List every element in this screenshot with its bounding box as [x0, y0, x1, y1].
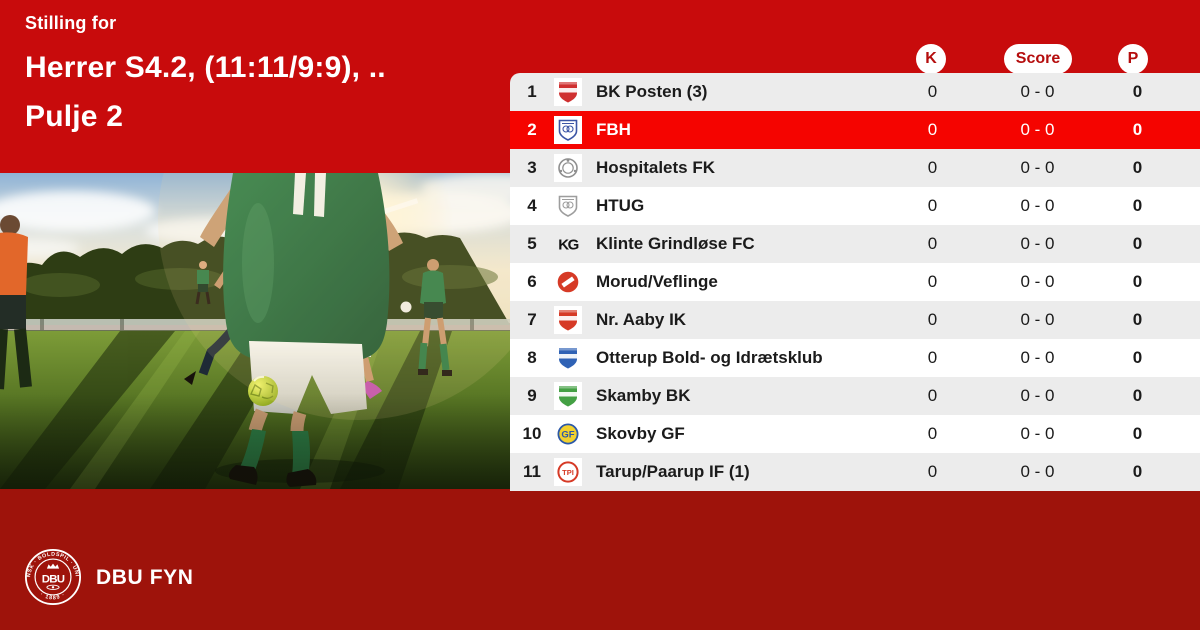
table-row: 6 Morud/Veflinge 0 0 - 0 0 [510, 263, 1200, 301]
team-name: HTUG [596, 196, 645, 215]
team-crest [554, 192, 582, 220]
seal-arc-bottom-text: · 1889 · [39, 592, 66, 602]
title-block: Stilling for Herrer S4.2, (11:11/9:9), .… [25, 13, 495, 141]
page-title: Herrer S4.2, (11:11/9:9), .. [25, 51, 386, 84]
team-crest: KG [554, 230, 582, 258]
points-value: 0 [1132, 158, 1143, 177]
score-value: 0 - 0 [1020, 234, 1055, 253]
score-value: 0 - 0 [1020, 386, 1055, 405]
position: 10 [522, 424, 542, 443]
table-row: 5 KG Klinte Grindløse FC 0 0 - 0 0 [510, 225, 1200, 263]
position: 2 [527, 120, 537, 139]
matches-value: 0 [927, 120, 938, 139]
score-value: 0 - 0 [1020, 272, 1055, 291]
matches-value: 0 [927, 310, 938, 329]
pretitle: Stilling for [25, 13, 117, 33]
position: 1 [527, 82, 537, 101]
position: 8 [527, 348, 537, 367]
points-value: 0 [1132, 272, 1143, 291]
matches-value: 0 [927, 234, 938, 253]
position: 11 [523, 462, 541, 481]
table-row: 1 BK Posten (3) 0 0 - 0 0 [510, 73, 1200, 111]
team-name: BK Posten (3) [596, 82, 708, 101]
points-value: 0 [1132, 82, 1143, 101]
points-value: 0 [1132, 120, 1143, 139]
table-row: 2 FBH 0 0 - 0 0 [510, 111, 1200, 149]
points-value: 0 [1132, 310, 1143, 329]
matches-value: 0 [927, 424, 938, 443]
score-value: 0 - 0 [1020, 462, 1055, 481]
team-crest: TPI [554, 458, 582, 486]
points-value: 0 [1132, 348, 1143, 367]
table-row: 3 Hospitalets FK 0 0 - 0 0 [510, 149, 1200, 187]
left-bib-player [0, 215, 32, 390]
team-crest [554, 344, 582, 372]
table-row: 11 TPI Tarup/Paarup IF (1) 0 0 - 0 0 [510, 453, 1200, 491]
matches-value: 0 [927, 196, 938, 215]
matches-value: 0 [927, 158, 938, 177]
right-player [418, 259, 452, 376]
svg-text:GF: GF [561, 430, 574, 441]
team-crest [554, 78, 582, 106]
brand-name: DBU FYN [96, 566, 194, 589]
team-name: Skovby GF [596, 424, 685, 443]
position: 3 [527, 158, 537, 177]
position: 6 [527, 272, 537, 291]
points-value: 0 [1132, 234, 1143, 253]
seal-center-text: DBU [42, 573, 65, 585]
distant-player [195, 261, 211, 305]
points-value: 0 [1132, 196, 1143, 215]
position: 7 [527, 310, 537, 329]
team-crest [554, 154, 582, 182]
table-row: 4 HTUG 0 0 - 0 0 [510, 187, 1200, 225]
team-crest [554, 116, 582, 144]
table-row: 10 GF Skovby GF 0 0 - 0 0 [510, 415, 1200, 453]
position: 5 [527, 234, 537, 253]
table-row: 9 Skamby BK 0 0 - 0 0 [510, 377, 1200, 415]
dbu-seal-logo: DANSK · BOLDSPIL · UNION · 1889 · DBU [24, 548, 82, 606]
position: 9 [527, 386, 537, 405]
svg-text:TPI: TPI [562, 468, 574, 477]
matches-value: 0 [927, 272, 938, 291]
score-value: 0 - 0 [1020, 158, 1055, 177]
matches-value: 0 [927, 462, 938, 481]
standings-table: 1 BK Posten (3) 0 0 - 0 0 2 FBH 0 0 - 0 … [510, 73, 1200, 491]
team-name: Hospitalets FK [596, 158, 716, 177]
score-value: 0 - 0 [1020, 196, 1055, 215]
team-crest: GF [554, 420, 582, 448]
team-crest [554, 306, 582, 334]
score-value: 0 - 0 [1020, 82, 1055, 101]
match-photo [0, 173, 510, 489]
team-crest [554, 268, 582, 296]
column-header-p: P [1118, 44, 1148, 74]
team-name: FBH [596, 120, 631, 139]
svg-text:KG: KG [558, 237, 578, 254]
column-header-k: K [916, 44, 946, 74]
team-name: Klinte Grindløse FC [596, 234, 755, 253]
table-row: 8 Otterup Bold- og Idrætsklub 0 0 - 0 0 [510, 339, 1200, 377]
score-value: 0 - 0 [1020, 348, 1055, 367]
matches-value: 0 [927, 82, 938, 101]
team-name: Otterup Bold- og Idrætsklub [596, 348, 823, 367]
matches-value: 0 [927, 348, 938, 367]
points-value: 0 [1132, 386, 1143, 405]
matches-value: 0 [927, 386, 938, 405]
score-value: 0 - 0 [1020, 310, 1055, 329]
team-name: Tarup/Paarup IF (1) [596, 462, 750, 481]
team-name: Morud/Veflinge [596, 272, 718, 291]
points-value: 0 [1132, 424, 1143, 443]
score-value: 0 - 0 [1020, 424, 1055, 443]
points-value: 0 [1132, 462, 1143, 481]
table-row: 7 Nr. Aaby IK 0 0 - 0 0 [510, 301, 1200, 339]
team-crest [554, 382, 582, 410]
team-name: Skamby BK [596, 386, 691, 405]
team-name: Nr. Aaby IK [596, 310, 687, 329]
column-header-score: Score [1004, 44, 1072, 74]
pool-subtitle: Pulje 2 [25, 100, 124, 133]
position: 4 [527, 196, 537, 215]
score-value: 0 - 0 [1020, 120, 1055, 139]
svg-text:· 1889 ·: · 1889 · [39, 592, 67, 602]
